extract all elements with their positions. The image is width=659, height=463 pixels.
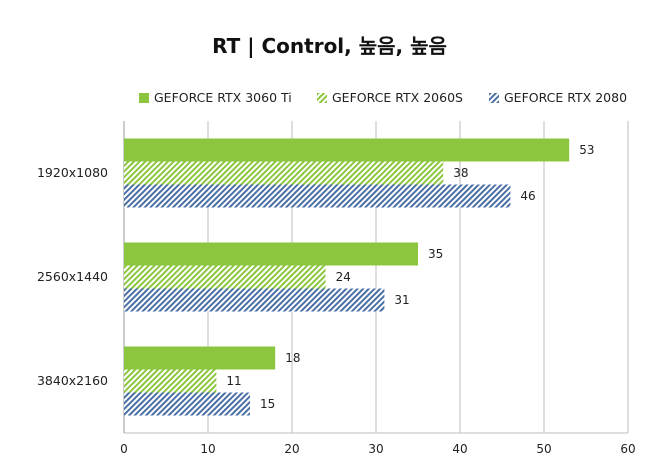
data-label: 24: [336, 270, 351, 284]
bar: [124, 242, 418, 266]
bar: [124, 138, 570, 162]
legend: GEFORCE RTX 3060 Ti GEFORCE RTX 2060S GE…: [0, 90, 659, 110]
x-tick-label: 60: [620, 442, 635, 456]
category-label: 1920x1080: [37, 165, 108, 180]
data-label: 35: [428, 247, 443, 261]
x-tick-label: 40: [452, 442, 467, 456]
bar: [124, 369, 217, 393]
legend-swatch-hatch-blue: [489, 92, 499, 103]
legend-label: GEFORCE RTX 2060S: [332, 90, 463, 105]
x-tick-label: 20: [284, 442, 299, 456]
data-label: 46: [520, 189, 535, 203]
legend-item-series-3: GEFORCE RTX 2080: [489, 90, 627, 105]
data-label: 53: [579, 143, 594, 157]
legend-swatch-solid-green: [139, 92, 149, 103]
legend-swatch-hatch-green: [317, 92, 327, 103]
data-label: 38: [453, 166, 468, 180]
data-label: 18: [285, 351, 300, 365]
bar: [124, 265, 326, 289]
bar: [124, 288, 385, 312]
data-label: 31: [394, 293, 409, 307]
bars: [124, 138, 570, 416]
x-tick-label: 30: [368, 442, 383, 456]
labels: 0 10 20 30 40 50 60 1920x1080 53 38 46 2560x1440 35 2…: [37, 143, 636, 456]
chart-title: RT | Control, 높음, 높음: [212, 34, 447, 58]
bar: [124, 161, 444, 185]
x-tick-label: 50: [536, 442, 551, 456]
bar: [124, 392, 250, 416]
x-tick-label: 10: [200, 442, 215, 456]
x-tick-label: 0: [120, 442, 128, 456]
legend-item-series-2: GEFORCE RTX 2060S: [317, 90, 463, 105]
bar: [124, 184, 511, 208]
category-label: 3840x2160: [37, 373, 108, 388]
legend-label: GEFORCE RTX 3060 Ti: [154, 90, 292, 105]
legend-label: GEFORCE RTX 2080: [504, 90, 628, 105]
legend-item-series-1: GEFORCE RTX 3060 Ti: [139, 90, 292, 105]
data-label: 15: [260, 397, 275, 411]
category-label: 2560x1440: [37, 269, 108, 284]
data-label: 11: [226, 374, 241, 388]
bar: [124, 346, 276, 370]
